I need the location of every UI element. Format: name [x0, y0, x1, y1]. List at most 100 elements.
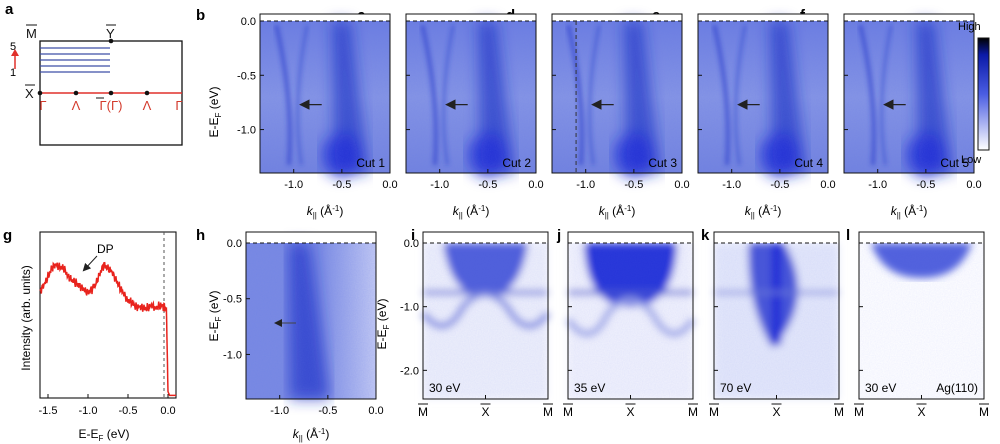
photon-panel-4: 30 eV Ag(110)M X M — [854, 231, 989, 419]
photon-energy-panels: 30 eVM X M0.0-1.0-2.035 eVM X M70 eVM X M30 eV… — [400, 231, 989, 419]
y-tick-label: 0.0 — [241, 16, 256, 28]
photon-energy-label: 35 eV — [574, 381, 605, 395]
symmetry-point-label: M — [563, 405, 573, 419]
high-symmetry-points — [37, 38, 150, 96]
cut-label: Cut 2 — [502, 156, 531, 170]
colorbar-low: Low — [961, 154, 981, 166]
photon-y-tick-label: -2.0 — [400, 365, 419, 377]
cut-panel-1: Cut 1 -1.0 -0.5 0.0 k|| (Å-1) 0.0 -0.5 -1.0 — [237, 13, 398, 220]
cut-panel-5: Cut 5 -1.0 -0.5 0.0 k|| (Å-1) — [843, 13, 982, 220]
point-label-gamma-center: Γ(Γ) — [100, 98, 123, 113]
cut-xlabel: k|| (Å-1) — [599, 203, 636, 220]
panel-g-edc: -1.5 -1.0 -0.5 0.0 Intensity (arb. units) E… — [19, 231, 177, 443]
symbol-x: X — [25, 86, 34, 101]
panel-h-ticks: -1.0 -0.5 0.0 0.0 -0.5 -1.0 — [223, 238, 384, 417]
cut-label: Cut 3 — [648, 156, 677, 170]
symmetry-point-label: X — [772, 405, 780, 419]
edc-dp-arrow — [82, 255, 98, 272]
substrate-label: Ag(110) — [936, 381, 978, 395]
symmetry-point-label: M — [709, 405, 719, 419]
panel-label-k: k — [701, 227, 710, 244]
photon-y-tick-label: 0.0 — [404, 238, 419, 250]
panel-a-bz-schematic: 5 1 M Y X Γ Λ Γ(Γ) Λ Γ — [10, 24, 183, 146]
h-x-tick-label: -0.5 — [318, 405, 337, 417]
edc-xlabel: E-EF (eV) — [79, 427, 130, 443]
x-tick-label: -1.0 — [722, 179, 741, 191]
panel-h: -1.0 -0.5 0.0 0.0 -0.5 -1.0 E-EF (eV) k|| (Å-… — [207, 231, 384, 443]
edc-ylabel: Intensity (arb. units) — [19, 265, 33, 370]
cut-lines — [40, 47, 110, 73]
cut-xlabel: k|| (Å-1) — [891, 203, 928, 220]
symbol-m: M — [26, 26, 37, 41]
colorbar-high: High — [958, 21, 981, 33]
panel-label-g: g — [3, 227, 12, 244]
edc-dp-annotation: DP — [97, 242, 114, 256]
symmetry-point-label: X — [626, 405, 634, 419]
x-tick-label: -1.0 — [284, 179, 303, 191]
point-label-lambda-2: Λ — [143, 98, 152, 113]
panel-label-a: a — [5, 1, 14, 18]
symmetry-point-label: X — [917, 405, 925, 419]
photon-panel-2: 35 eVM X M — [563, 231, 698, 419]
x-tick-label: 0.0 — [820, 179, 835, 191]
panel-label-h: h — [196, 227, 205, 244]
cut-panel-2: Cut 2 -1.0 -0.5 0.0 k|| (Å-1) — [405, 13, 544, 220]
photon-y-tick-label: -1.0 — [400, 302, 419, 314]
point-label-gamma-1: Γ — [39, 98, 46, 113]
x-tick-label: 0.0 — [674, 179, 689, 191]
symmetry-point-label: M — [979, 405, 989, 419]
photon-energy-label: 70 eV — [720, 381, 751, 395]
panel-label-j: j — [556, 227, 561, 244]
cut-xlabel: k|| (Å-1) — [453, 203, 490, 220]
edc-x-tick-label: -0.5 — [119, 405, 138, 417]
h-x-tick-label: 0.0 — [368, 405, 383, 417]
y-tick-label: -1.0 — [237, 125, 256, 137]
point-label-lambda-1: Λ — [72, 98, 81, 113]
photon-panel-3: 70 eVM X M — [709, 231, 844, 419]
panel-h-xlabel: k|| (Å-1) — [293, 426, 330, 443]
cut-number-bottom: 1 — [10, 67, 16, 79]
x-tick-label: -0.5 — [332, 179, 351, 191]
colorbar: High Low — [958, 21, 990, 166]
x-tick-label: -1.0 — [576, 179, 595, 191]
point-label-gamma-2: Γ — [175, 98, 182, 113]
edc-spectrum-line — [39, 261, 176, 397]
cut-number-top: 5 — [10, 41, 16, 53]
cut-label: Cut 4 — [794, 156, 823, 170]
edc-x-tick-label: -1.5 — [39, 405, 58, 417]
h-y-tick-label: -0.5 — [223, 294, 242, 306]
edc-frame — [39, 231, 177, 399]
panel-label-i: i — [411, 227, 415, 244]
y-tick-label: -0.5 — [237, 70, 256, 82]
photon-panel-1: 30 eVM X M0.0-1.0-2.0 — [400, 231, 553, 419]
symbol-y: Y — [106, 26, 115, 41]
h-y-tick-label: 0.0 — [227, 238, 242, 250]
x-tick-label: -0.5 — [916, 179, 935, 191]
symmetry-point-label: X — [481, 405, 489, 419]
photon-energy-label: 30 eV — [429, 381, 460, 395]
edc-x-tick-label: 0.0 — [160, 405, 175, 417]
panel-h-frame — [245, 231, 377, 400]
symmetry-point-label: M — [688, 405, 698, 419]
cuts-ylabel: E-EF (eV) — [207, 87, 223, 138]
photon-ylabel: E-EF (eV) — [375, 299, 391, 350]
x-tick-label: 0.0 — [966, 179, 981, 191]
x-tick-label: -0.5 — [478, 179, 497, 191]
panel-label-b: b — [196, 7, 205, 24]
panel-label-l: l — [846, 227, 850, 244]
cut-label: Cut 1 — [356, 156, 385, 170]
symmetry-point-label: M — [834, 405, 844, 419]
cut-panel-4: Cut 4 -1.0 -0.5 0.0 k|| (Å-1) — [697, 13, 836, 220]
symmetry-point-label: M — [418, 405, 428, 419]
cut-label: Cut 5 — [940, 156, 969, 170]
cut-xlabel: k|| (Å-1) — [307, 203, 344, 220]
h-x-tick-label: -1.0 — [270, 405, 289, 417]
edc-xticks: -1.5 -1.0 -0.5 0.0 — [39, 394, 176, 417]
symmetry-point-label: M — [543, 405, 553, 419]
x-tick-label: -1.0 — [430, 179, 449, 191]
x-tick-label: 0.0 — [528, 179, 543, 191]
x-tick-label: 0.0 — [382, 179, 397, 191]
x-tick-label: -0.5 — [624, 179, 643, 191]
cut-panel-3: Cut 3 -1.0 -0.5 0.0 k|| (Å-1) — [551, 13, 690, 220]
